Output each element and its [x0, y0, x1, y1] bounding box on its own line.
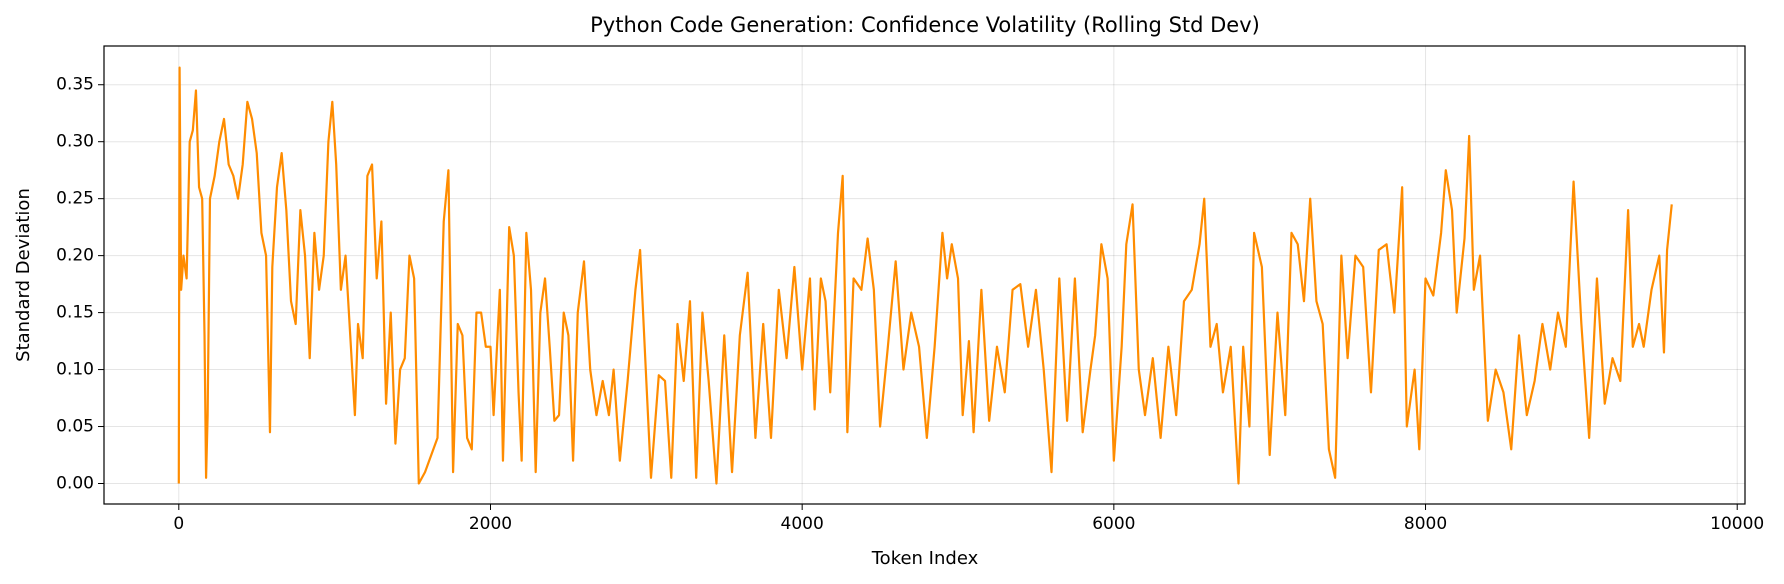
y-tick-label: 0.25	[56, 189, 94, 209]
x-tick-label: 2000	[469, 514, 512, 534]
y-tick-label: 0.15	[56, 303, 94, 323]
plot-frame	[103, 45, 1746, 505]
y-tick-label: 0.35	[56, 75, 94, 95]
x-axis-label: Token Index	[871, 548, 979, 569]
y-tick-label: 0.10	[56, 360, 94, 380]
x-tick-label: 8000	[1404, 514, 1447, 534]
x-tick-label: 6000	[1092, 514, 1135, 534]
chart-title: Python Code Generation: Confidence Volat…	[590, 13, 1260, 37]
y-tick-label: 0.30	[56, 132, 94, 152]
y-tick-label: 0.20	[56, 246, 94, 266]
data-line	[177, 66, 1673, 485]
y-tick-label: 0.05	[56, 417, 94, 437]
x-tick-label: 10000	[1710, 514, 1764, 534]
y-tick-label: 0.00	[56, 473, 94, 493]
y-axis-label: Standard Deviation	[13, 188, 34, 362]
x-tick-label: 4000	[781, 514, 824, 534]
x-tick-label: 0	[173, 514, 184, 534]
